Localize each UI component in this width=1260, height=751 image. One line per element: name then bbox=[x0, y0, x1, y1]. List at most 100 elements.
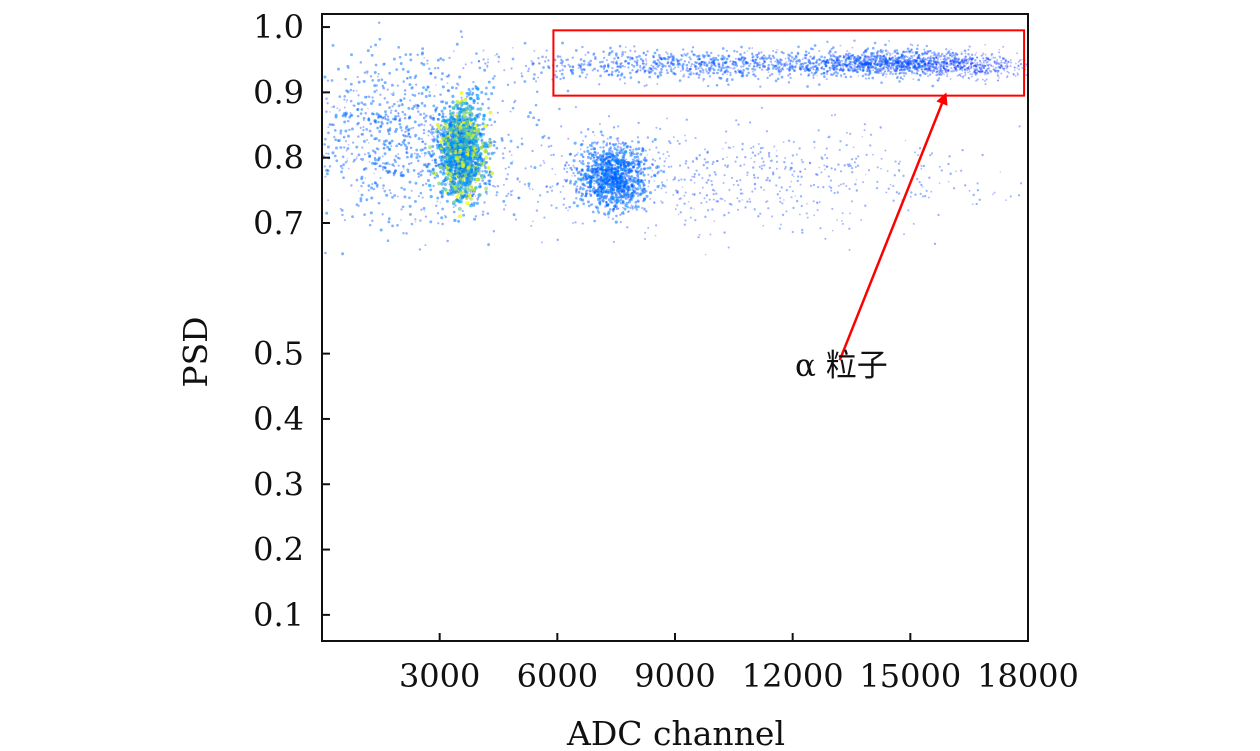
density-point-0-664 bbox=[348, 128, 351, 132]
density-point-2-653 bbox=[573, 182, 577, 186]
density-point-2-984 bbox=[605, 178, 609, 182]
density-point-0-805 bbox=[360, 177, 363, 181]
density-point-0-804 bbox=[367, 107, 369, 110]
density-point-1-1058 bbox=[449, 123, 453, 127]
density-point-0-915 bbox=[344, 140, 348, 143]
density-point-1-1144 bbox=[475, 201, 479, 205]
density-point-0-965 bbox=[400, 103, 404, 107]
density-point-3-392 bbox=[903, 74, 906, 78]
density-point-0-475 bbox=[458, 75, 462, 79]
density-point-3-648 bbox=[650, 64, 653, 67]
density-point-4-740 bbox=[919, 74, 921, 76]
density-point-1-304 bbox=[433, 137, 436, 140]
density-point-0-620 bbox=[414, 218, 417, 221]
density-point-3-441 bbox=[691, 46, 695, 49]
density-point-2-854 bbox=[636, 155, 639, 159]
density-point-0-390 bbox=[428, 67, 431, 71]
density-point-2-476 bbox=[639, 172, 642, 176]
density-point-0-798 bbox=[417, 175, 420, 178]
density-point-2-1024 bbox=[662, 170, 666, 174]
density-point-3-646 bbox=[698, 57, 702, 61]
density-point-4-409 bbox=[818, 58, 822, 62]
density-point-2-677 bbox=[654, 174, 657, 178]
density-point-1-1329 bbox=[459, 145, 463, 150]
density-point-0-387 bbox=[381, 168, 384, 171]
density-point-1-1382 bbox=[462, 108, 466, 112]
density-point-1-1367 bbox=[446, 138, 450, 142]
density-point-3-834 bbox=[745, 74, 749, 77]
density-point-3-840 bbox=[651, 65, 655, 68]
density-point-3-589 bbox=[599, 64, 603, 68]
density-point-2-673 bbox=[579, 148, 582, 151]
density-point-4-569 bbox=[847, 67, 850, 71]
density-point-1-1159 bbox=[442, 168, 446, 172]
density-point-1-325 bbox=[476, 199, 479, 202]
density-point-3-704 bbox=[776, 77, 780, 81]
density-point-0-725 bbox=[344, 129, 348, 133]
density-point-3-113 bbox=[616, 56, 620, 60]
density-point-2-963 bbox=[594, 205, 598, 209]
density-point-3-293 bbox=[683, 53, 686, 56]
density-point-1-1189 bbox=[464, 185, 467, 188]
density-point-2-743 bbox=[610, 186, 613, 190]
density-point-3-738 bbox=[653, 51, 657, 55]
density-point-0-219 bbox=[429, 173, 432, 177]
density-point-3-546 bbox=[579, 58, 583, 61]
density-point-3-783 bbox=[666, 52, 669, 55]
density-point-0-743 bbox=[357, 204, 360, 207]
density-point-1-1370 bbox=[451, 141, 455, 145]
density-point-2-1009 bbox=[606, 165, 610, 169]
density-point-2-958 bbox=[609, 173, 612, 177]
density-point-2-111 bbox=[642, 173, 646, 177]
density-point-0-4 bbox=[368, 142, 370, 144]
density-point-3-507 bbox=[794, 60, 798, 63]
density-point-2-371 bbox=[642, 162, 646, 166]
density-point-4-613 bbox=[839, 44, 842, 47]
density-point-0-412 bbox=[579, 173, 583, 177]
density-point-4-427 bbox=[954, 52, 958, 55]
density-point-4-665 bbox=[888, 61, 892, 65]
density-point-1-9 bbox=[451, 100, 455, 104]
density-point-0-236 bbox=[346, 64, 350, 68]
density-point-2-525 bbox=[604, 213, 607, 217]
density-point-2-637 bbox=[624, 169, 628, 173]
density-point-1-1274 bbox=[452, 200, 456, 205]
density-point-2-668 bbox=[643, 167, 647, 170]
density-point-0-36 bbox=[421, 152, 423, 155]
density-point-0-292 bbox=[386, 239, 390, 243]
density-point-3-613 bbox=[559, 77, 562, 81]
density-point-3-265 bbox=[769, 60, 773, 63]
density-point-0-222 bbox=[424, 88, 428, 92]
density-point-0-56 bbox=[405, 145, 409, 149]
density-point-2-845 bbox=[623, 165, 627, 168]
density-point-0-774 bbox=[510, 154, 513, 157]
density-point-1-872 bbox=[471, 190, 474, 193]
density-point-3-477 bbox=[788, 72, 792, 76]
density-point-0-895 bbox=[476, 102, 479, 105]
density-point-3-252 bbox=[629, 49, 632, 52]
density-point-2-942 bbox=[602, 157, 606, 161]
density-point-0-2 bbox=[379, 228, 383, 232]
density-point-0-599 bbox=[360, 108, 364, 111]
density-point-1-1008 bbox=[470, 106, 475, 110]
density-point-2-1036 bbox=[637, 158, 640, 160]
density-point-0-78 bbox=[421, 47, 425, 51]
density-point-0-767 bbox=[334, 115, 338, 119]
density-point-4-369 bbox=[902, 71, 905, 75]
density-point-0-844 bbox=[381, 155, 384, 158]
density-point-4-612 bbox=[895, 49, 899, 52]
density-point-2-429 bbox=[632, 161, 636, 165]
density-point-3-127 bbox=[646, 50, 649, 53]
density-point-0-579 bbox=[375, 89, 378, 92]
density-point-0-181 bbox=[456, 82, 459, 86]
density-point-1-1357 bbox=[458, 162, 462, 166]
density-point-2-605 bbox=[608, 142, 611, 145]
density-point-4-399 bbox=[774, 60, 777, 63]
density-point-0-9 bbox=[429, 71, 433, 76]
density-point-2-96 bbox=[587, 204, 591, 208]
density-point-0-401 bbox=[471, 91, 475, 95]
density-point-3-616 bbox=[540, 71, 543, 75]
density-point-3-387 bbox=[729, 60, 732, 63]
density-point-1-1167 bbox=[470, 202, 474, 205]
density-point-1-198 bbox=[483, 124, 488, 129]
